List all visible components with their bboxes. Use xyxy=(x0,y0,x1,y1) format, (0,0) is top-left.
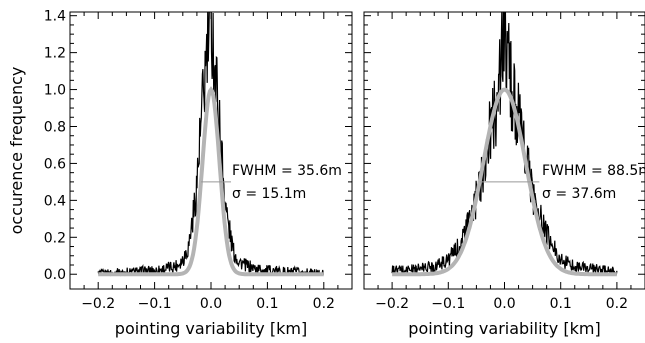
annotation-fwhm: FWHM = 88.5m xyxy=(542,163,645,179)
x-tick-label: 0.1 xyxy=(256,296,278,312)
y-tick-label: 1.2 xyxy=(44,46,66,62)
y-axis-label: occurence frequency xyxy=(7,67,26,235)
y-tick-label: 0.6 xyxy=(44,156,66,172)
annotation-sigma: σ = 37.6m xyxy=(542,186,616,202)
x-tick-label: −0.1 xyxy=(431,296,465,312)
y-tick-label: 0.8 xyxy=(44,119,66,135)
chart-panel-1: −0.2 −0.1 0.0 0.1 0.2 0.0 0.2 0.4 0.6 0.8 1.0 1.2 1.… xyxy=(7,9,353,338)
x-tick-label: −0.1 xyxy=(138,296,172,312)
y-tick-label: 0.4 xyxy=(44,193,66,209)
histogram-line xyxy=(97,12,324,277)
chart-panel-2: −0.2 −0.1 0.0 0.1 0.2 pointing variability [k… xyxy=(363,11,645,338)
y-tick-label: 1.0 xyxy=(44,83,66,99)
x-tick-label: 0.1 xyxy=(550,296,572,312)
x-tick-label: 0.0 xyxy=(493,296,515,312)
gaussian-fit-line xyxy=(392,87,617,277)
x-tick-label: 0.2 xyxy=(606,296,628,312)
annotation-fwhm: FWHM = 35.6m xyxy=(232,163,342,179)
annotation-sigma: σ = 15.1m xyxy=(232,186,306,202)
x-axis-label: pointing variability [km] xyxy=(408,319,600,338)
x-tick-label: 0.0 xyxy=(200,296,222,312)
x-tick-label: 0.2 xyxy=(313,296,335,312)
histogram-line xyxy=(391,12,618,277)
y-tick-label: 1.4 xyxy=(44,9,66,25)
x-axis-label: pointing variability [km] xyxy=(115,319,307,338)
y-tick-label: 0.2 xyxy=(44,230,66,246)
gaussian-fit-line xyxy=(98,86,324,277)
plot-area xyxy=(97,12,324,277)
y-tick-label: 0.0 xyxy=(44,267,66,283)
x-tick-label: −0.2 xyxy=(81,296,115,312)
plot-area xyxy=(391,12,618,277)
x-tick-label: −0.2 xyxy=(375,296,409,312)
